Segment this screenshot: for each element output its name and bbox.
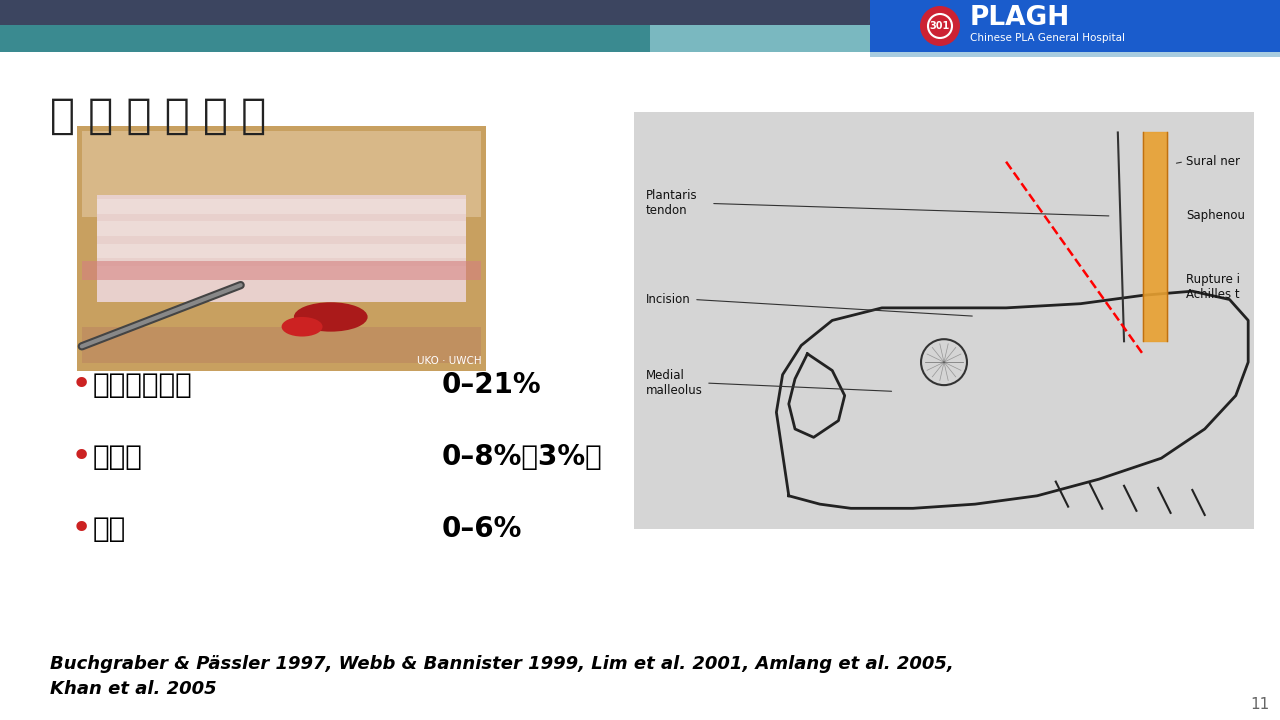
Text: Saphenou: Saphenou	[1187, 210, 1245, 222]
Ellipse shape	[294, 302, 367, 332]
Bar	[650, 25, 870, 52]
Text: Medial
malleolus: Medial malleolus	[646, 369, 703, 397]
Text: UKO · UWCH: UKO · UWCH	[417, 356, 481, 366]
Bar	[870, 0, 1280, 52]
Text: •: •	[70, 440, 92, 474]
Bar	[634, 112, 1254, 529]
Text: Buchgraber & Pässler 1997, Webb & Bannister 1999, Lim et al. 2001, Amlang et al.: Buchgraber & Pässler 1997, Webb & Bannis…	[50, 655, 954, 698]
Text: 301: 301	[929, 21, 950, 31]
Bar	[82, 261, 481, 280]
Bar	[97, 199, 466, 214]
Text: 腓肠神经损伤: 腓肠神经损伤	[92, 372, 192, 399]
Text: 0–8%（3%）: 0–8%（3%）	[442, 444, 603, 471]
Text: 感染: 感染	[92, 516, 125, 543]
Text: Sural ner: Sural ner	[1187, 156, 1240, 168]
Bar	[0, 25, 650, 52]
Text: 经 皮 微 创 缝 合: 经 皮 微 创 缝 合	[50, 95, 266, 137]
Text: 0–21%: 0–21%	[442, 372, 541, 399]
Ellipse shape	[282, 317, 323, 336]
Bar	[0, 0, 870, 52]
Text: PLAGH: PLAGH	[970, 5, 1070, 31]
Bar	[97, 194, 466, 302]
Text: Incision: Incision	[646, 293, 691, 306]
Circle shape	[920, 6, 960, 46]
Bar	[870, 52, 1280, 57]
Bar	[97, 243, 466, 258]
Text: 再断裂: 再断裂	[92, 444, 142, 471]
Text: •: •	[70, 512, 92, 546]
Bar	[82, 327, 481, 364]
Text: 11: 11	[1251, 697, 1270, 712]
Text: 0–6%: 0–6%	[442, 516, 522, 543]
Bar	[97, 222, 466, 236]
Text: Chinese PLA General Hospital: Chinese PLA General Hospital	[970, 33, 1125, 43]
Bar	[97, 266, 466, 280]
Text: Plantaris
tendon: Plantaris tendon	[646, 189, 698, 217]
Text: •: •	[70, 368, 92, 402]
Bar	[82, 131, 481, 217]
Bar	[77, 126, 486, 371]
Text: Rupture i
Achilles t: Rupture i Achilles t	[1187, 273, 1240, 301]
